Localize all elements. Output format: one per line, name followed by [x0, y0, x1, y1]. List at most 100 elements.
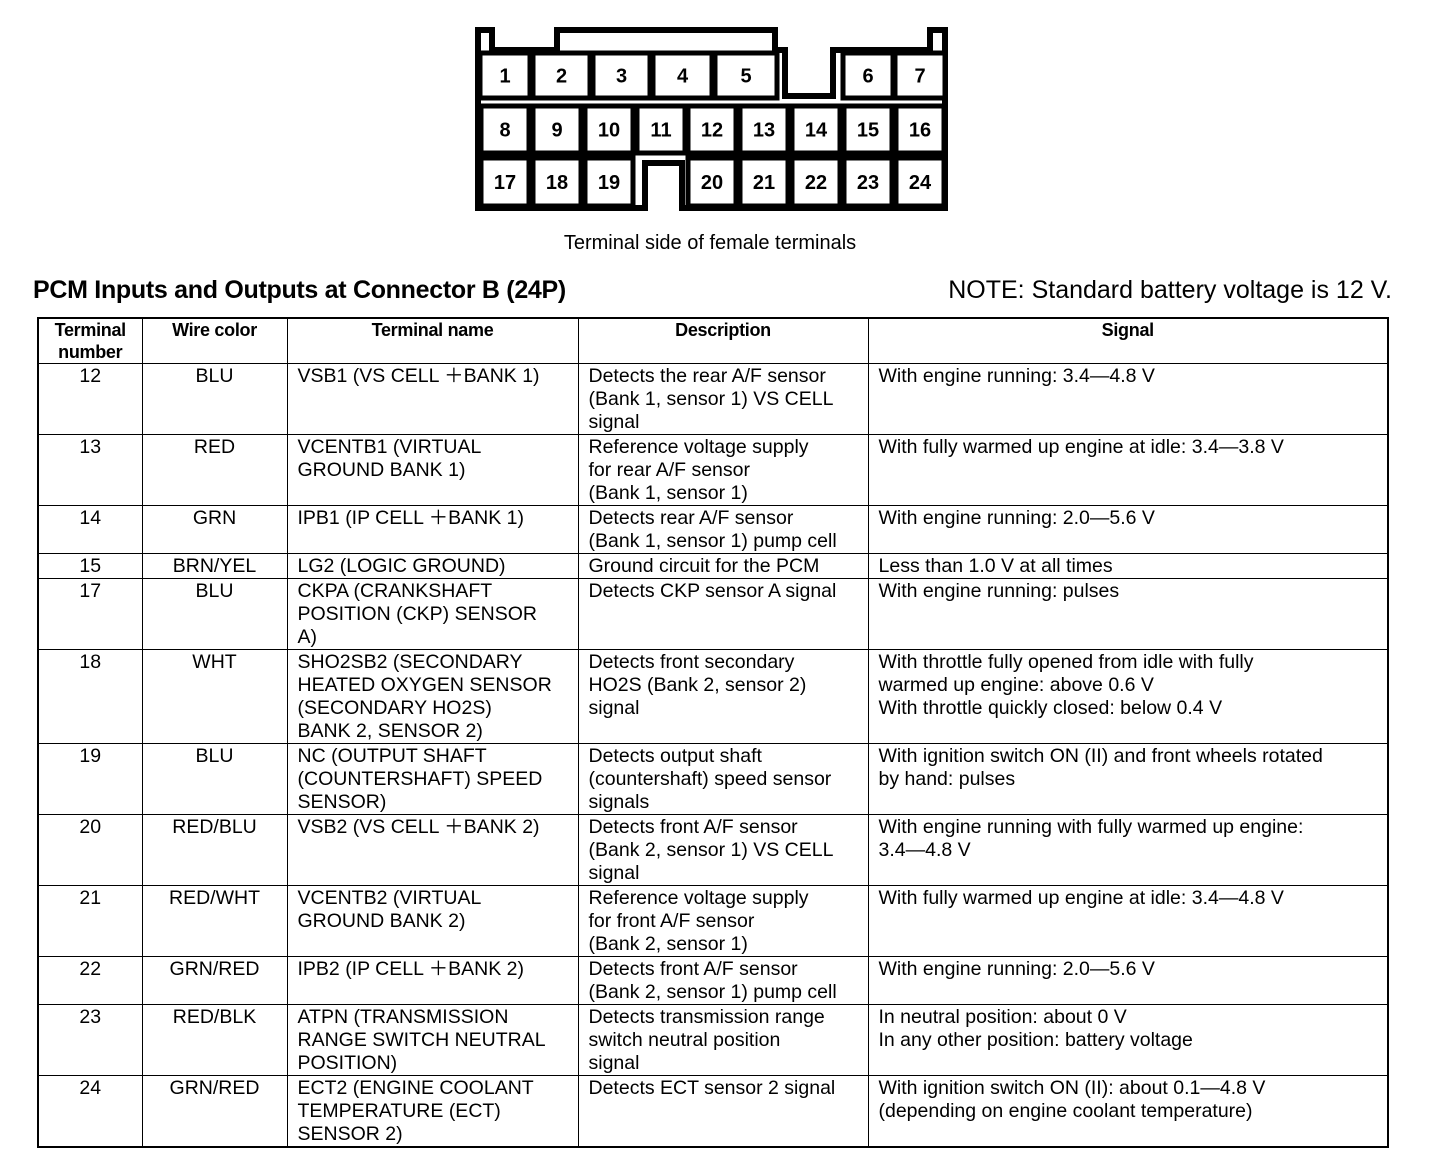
- pin-cavity: [582, 103, 636, 156]
- header-wire-color: Wire color: [141, 317, 288, 364]
- table-row: 13 RED VCENTB1 (VIRTUAL GROUND BANK 1) Refe…: [37, 434, 1389, 506]
- connector-pin: 22: [789, 155, 843, 209]
- terminal-number-cell: 17: [37, 578, 143, 650]
- pin-cavity: [737, 155, 791, 209]
- pin-number: 12: [701, 120, 723, 142]
- pin-cavity: [892, 50, 948, 101]
- terminal-name-cell: VSB1 (VS CELL ＋BANK 1): [286, 363, 579, 435]
- terminal-number-cell: 22: [37, 956, 143, 1005]
- signal-cell: With engine running: 3.4—4.8 V: [867, 363, 1389, 435]
- pin-number: 9: [551, 120, 562, 142]
- pin-number: 18: [546, 172, 568, 194]
- connector-pin: 2: [530, 50, 593, 101]
- connector-pin: 8: [478, 103, 532, 156]
- header-terminal-name: Terminal name: [286, 317, 579, 364]
- description-cell: Detects ECT sensor 2 signal: [577, 1075, 869, 1148]
- page-title: PCM Inputs and Outputs at Connector B (2…: [33, 276, 566, 304]
- pin-number: 7: [914, 66, 925, 88]
- description-cell: Reference voltage supply for front A/F s…: [577, 885, 869, 957]
- connector-pin: 11: [634, 103, 688, 156]
- table-row: 24 GRN/RED ECT2 (ENGINE COOLANT TEMPERATUR…: [37, 1075, 1389, 1148]
- pin-number: 14: [805, 120, 828, 142]
- terminal-name-cell: ECT2 (ENGINE COOLANT TEMPERATURE (ECT) S…: [286, 1075, 579, 1148]
- terminal-name-cell: IPB1 (IP CELL ＋BANK 1): [286, 505, 579, 554]
- terminal-name-cell: LG2 (LOGIC GROUND): [286, 553, 579, 579]
- description-cell: Detects rear A/F sensor (Bank 1, sensor …: [577, 505, 869, 554]
- terminal-name-cell: NC (OUTPUT SHAFT (COUNTERSHAFT) SPEED SE…: [286, 743, 579, 815]
- pin-cavity: [712, 50, 780, 101]
- wire-color-cell: RED/WHT: [141, 885, 288, 957]
- connector-pin: 9: [530, 103, 584, 156]
- terminal-name-cell: ATPN (TRANSMISSION RANGE SWITCH NEUTRAL …: [286, 1004, 579, 1076]
- signal-cell: With engine running: pulses: [867, 578, 1389, 650]
- connector-pin: 3: [590, 50, 653, 101]
- pin-cavity: [478, 155, 532, 209]
- table-row: 15 BRN/YEL LG2 (LOGIC GROUND) Ground circui…: [37, 553, 1389, 579]
- pin-cavity: [685, 103, 739, 156]
- terminal-name-cell: VCENTB1 (VIRTUAL GROUND BANK 1): [286, 434, 579, 506]
- voltage-note: NOTE: Standard battery voltage is 12 V.: [948, 276, 1392, 304]
- pin-number: 24: [909, 172, 932, 194]
- signal-cell: Less than 1.0 V at all times: [867, 553, 1389, 579]
- pin-number: 11: [650, 120, 671, 142]
- connector-pin: 16: [893, 103, 947, 156]
- wire-color-cell: GRN/RED: [141, 1075, 288, 1148]
- pin-cavity: [634, 103, 688, 156]
- wire-color-cell: BRN/YEL: [141, 553, 288, 579]
- terminal-number-cell: 13: [37, 434, 143, 506]
- signal-cell: With throttle fully opened from idle wit…: [867, 649, 1389, 744]
- pin-number: 15: [857, 120, 879, 142]
- pin-number: 10: [598, 120, 620, 142]
- wire-color-cell: GRN/RED: [141, 956, 288, 1005]
- connector-pin: 1: [477, 50, 533, 101]
- pin-number: 8: [499, 120, 510, 142]
- connector-pin: 19: [582, 155, 636, 209]
- wire-color-cell: RED/BLK: [141, 1004, 288, 1076]
- pin-cavity: [841, 155, 895, 209]
- connector-pin: 17: [478, 155, 532, 209]
- connector-outline: [475, 27, 948, 211]
- pin-number: 13: [753, 120, 775, 142]
- pin-cavity: [737, 103, 791, 156]
- table-row: 21 RED/WHT VCENTB2 (VIRTUAL GROUND BANK 2)…: [37, 885, 1389, 957]
- description-cell: Detects output shaft (countershaft) spee…: [577, 743, 869, 815]
- signal-cell: With fully warmed up engine at idle: 3.4…: [867, 885, 1389, 957]
- connector-pin: 12: [685, 103, 739, 156]
- connector-pin: 4: [650, 50, 715, 101]
- connector-pin: 18: [530, 155, 584, 209]
- pin-cavity: [530, 155, 584, 209]
- table-header-row: Terminal number Wire color Terminal name…: [37, 317, 1389, 364]
- wire-color-cell: WHT: [141, 649, 288, 744]
- pin-cavity: [685, 155, 739, 209]
- terminal-number-cell: 14: [37, 505, 143, 554]
- terminal-number-cell: 21: [37, 885, 143, 957]
- terminal-number-cell: 24: [37, 1075, 143, 1148]
- pin-number: 20: [701, 172, 723, 194]
- pin-cavity: [893, 155, 947, 209]
- wire-color-cell: BLU: [141, 578, 288, 650]
- pin-number: 19: [598, 172, 620, 194]
- pin-number: 2: [556, 66, 567, 88]
- terminal-number-cell: 20: [37, 814, 143, 886]
- signal-cell: With ignition switch ON (II): about 0.1—…: [867, 1075, 1389, 1148]
- pin-cavity: [530, 103, 584, 156]
- pin-number: 6: [862, 66, 873, 88]
- connector-pin: 10: [582, 103, 636, 156]
- wire-color-cell: BLU: [141, 743, 288, 815]
- pin-number: 22: [805, 172, 827, 194]
- description-cell: Reference voltage supply for rear A/F se…: [577, 434, 869, 506]
- terminal-number-cell: 23: [37, 1004, 143, 1076]
- table-row: 23 RED/BLK ATPN (TRANSMISSION RANGE SWITCH…: [37, 1004, 1389, 1076]
- connector-pin: 14: [789, 103, 843, 156]
- connector-pin: 13: [737, 103, 791, 156]
- connector-caption: Terminal side of female terminals: [563, 232, 857, 254]
- pin-number: 23: [857, 172, 879, 194]
- terminal-number-cell: 15: [37, 553, 143, 579]
- description-cell: Detects front secondary HO2S (Bank 2, se…: [577, 649, 869, 744]
- signal-cell: With fully warmed up engine at idle: 3.4…: [867, 434, 1389, 506]
- terminal-number-cell: 19: [37, 743, 143, 815]
- pcm-io-table: Terminal number Wire color Terminal name…: [37, 317, 1389, 1148]
- signal-cell: With engine running: 2.0—5.6 V: [867, 956, 1389, 1005]
- description-cell: Detects transmission range switch neutra…: [577, 1004, 869, 1076]
